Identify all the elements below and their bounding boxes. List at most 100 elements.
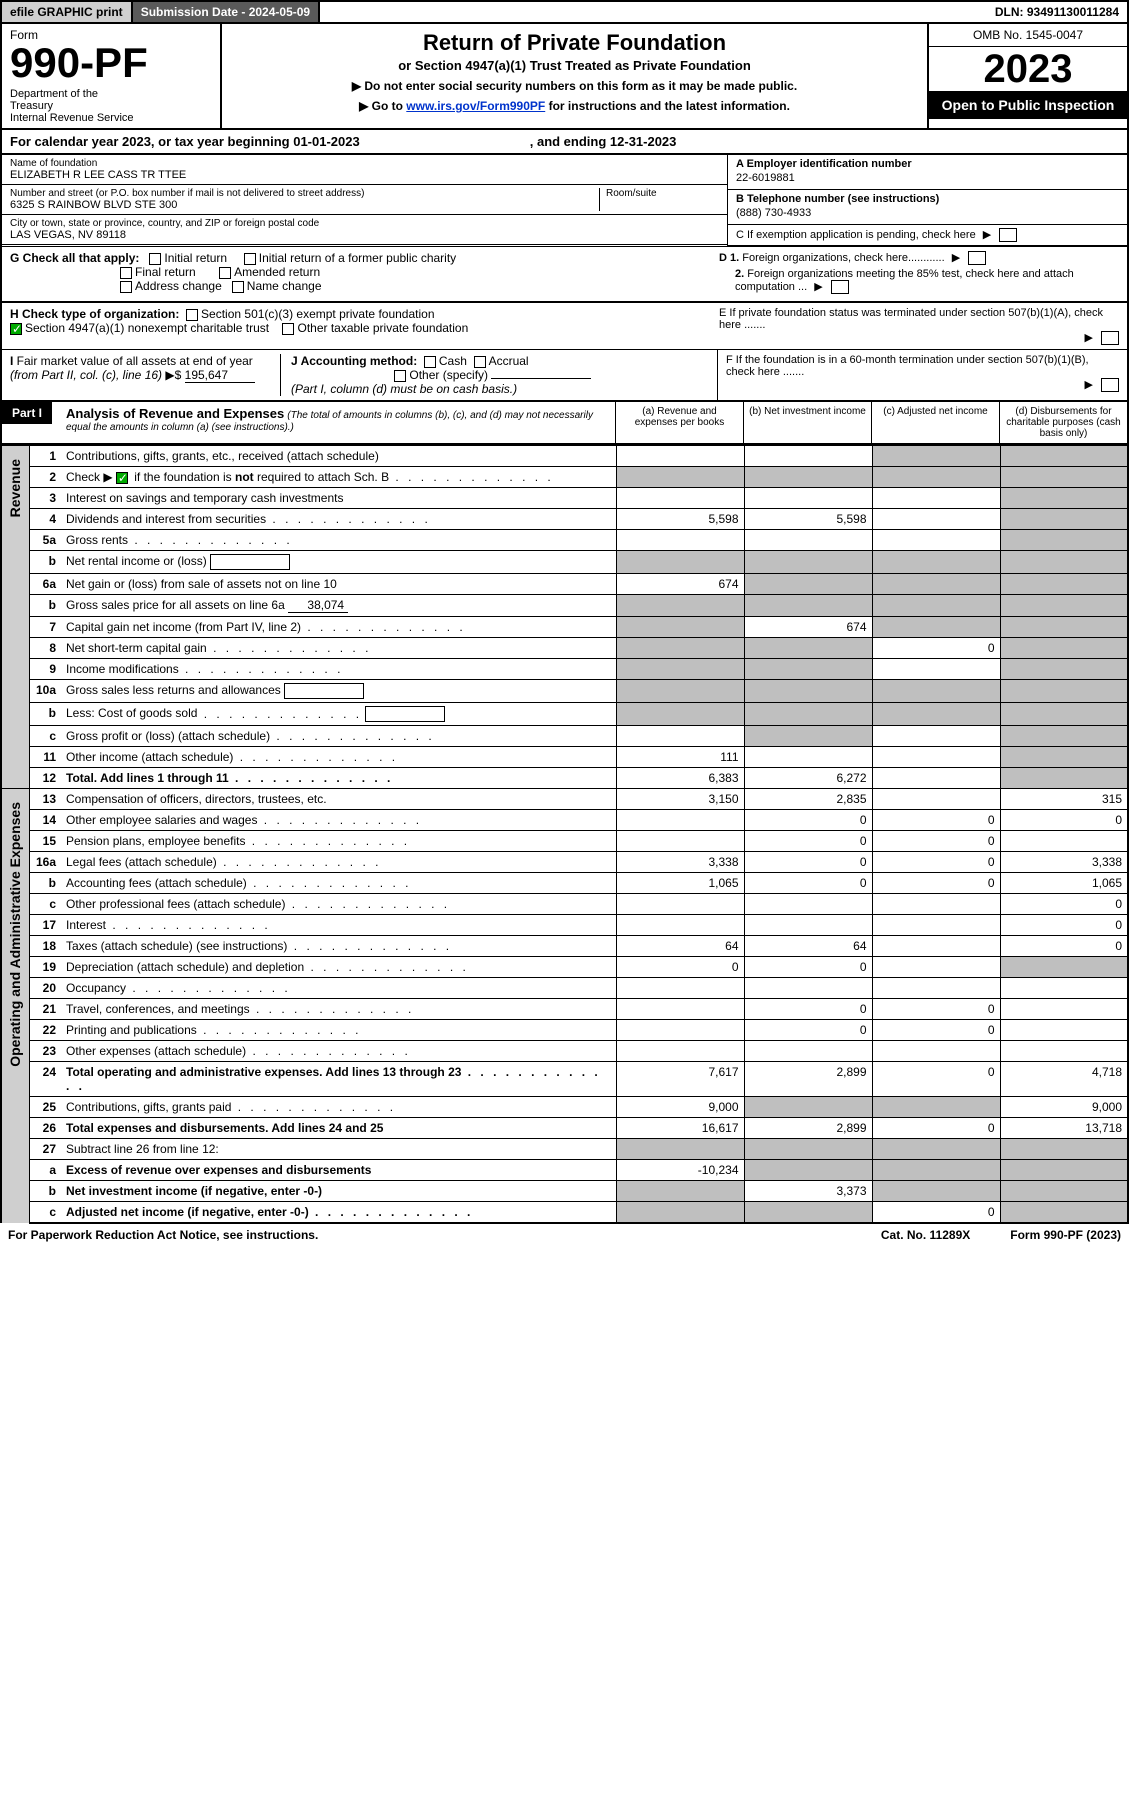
value-cell bbox=[872, 703, 1000, 726]
line-description: Adjusted net income (if negative, enter … bbox=[61, 1202, 616, 1224]
final-return-checkbox[interactable] bbox=[120, 267, 132, 279]
value-cell bbox=[616, 1181, 744, 1202]
value-cell bbox=[744, 467, 872, 488]
irs-link[interactable]: www.irs.gov/Form990PF bbox=[406, 99, 545, 113]
line-description: Interest on savings and temporary cash i… bbox=[61, 488, 616, 509]
table-row: 12Total. Add lines 1 through 116,3836,27… bbox=[1, 768, 1128, 789]
table-row: 7Capital gain net income (from Part IV, … bbox=[1, 617, 1128, 638]
value-cell bbox=[616, 659, 744, 680]
line-description: Contributions, gifts, grants, etc., rece… bbox=[61, 446, 616, 467]
table-row: cGross profit or (loss) (attach schedule… bbox=[1, 726, 1128, 747]
value-cell bbox=[872, 978, 1000, 999]
table-row: bNet investment income (if negative, ent… bbox=[1, 1181, 1128, 1202]
name-change-checkbox[interactable] bbox=[232, 281, 244, 293]
table-row: bGross sales price for all assets on lin… bbox=[1, 595, 1128, 617]
value-cell bbox=[1000, 1160, 1128, 1181]
schb-checkbox[interactable] bbox=[116, 472, 128, 484]
other-taxable-checkbox[interactable] bbox=[282, 323, 294, 335]
value-cell: 64 bbox=[616, 936, 744, 957]
value-cell bbox=[872, 936, 1000, 957]
c-checkbox[interactable] bbox=[999, 228, 1017, 242]
d1-checkbox[interactable] bbox=[968, 251, 986, 265]
table-row: 3Interest on savings and temporary cash … bbox=[1, 488, 1128, 509]
sec4947-checkbox[interactable] bbox=[10, 323, 22, 335]
line-description: Net rental income or (loss) bbox=[61, 551, 616, 574]
name-cell: Name of foundation ELIZABETH R LEE CASS … bbox=[2, 155, 727, 185]
value-cell bbox=[616, 467, 744, 488]
tax-year: 2023 bbox=[929, 47, 1127, 91]
table-row: 22Printing and publications00 bbox=[1, 1020, 1128, 1041]
line-number: 17 bbox=[29, 915, 61, 936]
value-cell bbox=[1000, 1202, 1128, 1224]
table-row: 6aNet gain or (loss) from sale of assets… bbox=[1, 574, 1128, 595]
value-cell: 0 bbox=[872, 1062, 1000, 1097]
line-description: Accounting fees (attach schedule) bbox=[61, 873, 616, 894]
line-number: 23 bbox=[29, 1041, 61, 1062]
other-method-checkbox[interactable] bbox=[394, 370, 406, 382]
cash-checkbox[interactable] bbox=[424, 356, 436, 368]
value-cell bbox=[616, 680, 744, 703]
value-cell bbox=[616, 894, 744, 915]
j-note: (Part I, column (d) must be on cash basi… bbox=[291, 382, 517, 396]
line-number: 5a bbox=[29, 530, 61, 551]
value-cell bbox=[1000, 574, 1128, 595]
value-cell bbox=[1000, 680, 1128, 703]
phone-value: (888) 730-4933 bbox=[736, 205, 1119, 221]
value-cell bbox=[872, 1139, 1000, 1160]
j-label: J Accounting method: bbox=[291, 354, 417, 368]
line-description: Printing and publications bbox=[61, 1020, 616, 1041]
section-h-row: H Check type of organization: Section 50… bbox=[0, 302, 1129, 350]
f-label: F If the foundation is in a 60-month ter… bbox=[726, 354, 1119, 378]
e-checkbox[interactable] bbox=[1101, 331, 1119, 345]
part1-title: Analysis of Revenue and Expenses bbox=[66, 406, 284, 421]
d2-checkbox[interactable] bbox=[831, 280, 849, 294]
accrual-checkbox[interactable] bbox=[474, 356, 486, 368]
value-cell bbox=[1000, 617, 1128, 638]
value-cell: 6,383 bbox=[616, 768, 744, 789]
line-number: c bbox=[29, 894, 61, 915]
line-description: Net investment income (if negative, ente… bbox=[61, 1181, 616, 1202]
initial-former-checkbox[interactable] bbox=[244, 253, 256, 265]
value-cell bbox=[616, 1041, 744, 1062]
value-cell bbox=[744, 1139, 872, 1160]
value-cell bbox=[872, 488, 1000, 509]
inline-value-box bbox=[365, 706, 445, 722]
line-description: Subtract line 26 from line 12: bbox=[61, 1139, 616, 1160]
value-cell bbox=[744, 978, 872, 999]
f-checkbox[interactable] bbox=[1101, 378, 1119, 392]
table-row: 2Check ▶ if the foundation is not requir… bbox=[1, 467, 1128, 488]
line-number: b bbox=[29, 595, 61, 617]
line-number: 3 bbox=[29, 488, 61, 509]
value-cell bbox=[616, 810, 744, 831]
line-description: Gross rents bbox=[61, 530, 616, 551]
value-cell bbox=[1000, 659, 1128, 680]
value-cell: 2,899 bbox=[744, 1118, 872, 1139]
sec501-checkbox[interactable] bbox=[186, 309, 198, 321]
efile-print-button[interactable]: efile GRAPHIC print bbox=[2, 2, 133, 22]
value-cell bbox=[1000, 595, 1128, 617]
cal-year-end: , and ending 12-31-2023 bbox=[530, 134, 677, 149]
value-cell: 0 bbox=[744, 810, 872, 831]
col-d-header: (d) Disbursements for charitable purpose… bbox=[999, 402, 1127, 443]
line-description: Less: Cost of goods sold bbox=[61, 703, 616, 726]
submission-date: Submission Date - 2024-05-09 bbox=[133, 2, 320, 22]
line-description: Other expenses (attach schedule) bbox=[61, 1041, 616, 1062]
line-description: Check ▶ if the foundation is not require… bbox=[61, 467, 616, 488]
calendar-year-row: For calendar year 2023, or tax year begi… bbox=[0, 130, 1129, 155]
value-cell: 1,065 bbox=[1000, 873, 1128, 894]
value-cell bbox=[872, 659, 1000, 680]
initial-return-checkbox[interactable] bbox=[149, 253, 161, 265]
address-change-checkbox[interactable] bbox=[120, 281, 132, 293]
value-cell bbox=[1000, 530, 1128, 551]
value-cell bbox=[616, 915, 744, 936]
line-description: Compensation of officers, directors, tru… bbox=[61, 789, 616, 810]
amended-return-checkbox[interactable] bbox=[219, 267, 231, 279]
h-label: H Check type of organization: bbox=[10, 307, 179, 321]
value-cell bbox=[872, 551, 1000, 574]
form-header: Form 990-PF Department of theTreasuryInt… bbox=[0, 24, 1129, 130]
value-cell bbox=[872, 467, 1000, 488]
value-cell bbox=[1000, 638, 1128, 659]
col-a-header: (a) Revenue and expenses per books bbox=[615, 402, 743, 443]
value-cell bbox=[1000, 831, 1128, 852]
line-description: Capital gain net income (from Part IV, l… bbox=[61, 617, 616, 638]
